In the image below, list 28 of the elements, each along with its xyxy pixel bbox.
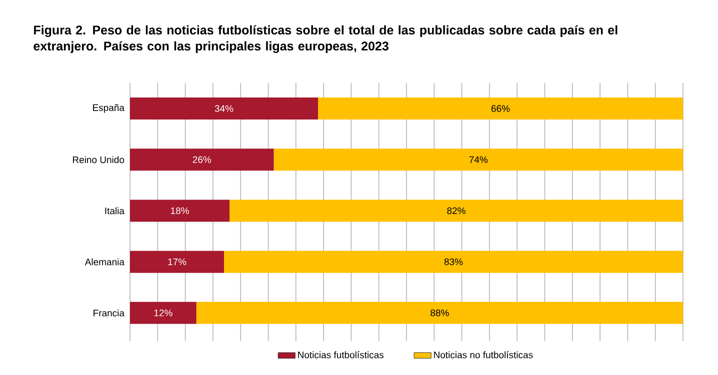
bar xyxy=(130,302,196,324)
bar xyxy=(224,250,684,273)
data-label: 88% xyxy=(430,310,449,316)
y-tick-label: Alemania xyxy=(84,258,124,266)
y-tick-label: Reino Unido xyxy=(72,156,124,164)
bar xyxy=(130,98,318,120)
data-label: 17% xyxy=(168,258,186,266)
data-label: 74% xyxy=(469,156,488,163)
data-label: 83% xyxy=(444,258,463,266)
y-tick-label: Francia xyxy=(94,309,124,316)
data-label: 26% xyxy=(192,156,212,163)
data-label: 12% xyxy=(154,310,172,316)
data-label: 82% xyxy=(447,207,466,214)
bar xyxy=(130,250,224,273)
data-label: 66% xyxy=(491,105,510,112)
legend-label: Noticias no futbolísticas xyxy=(434,351,533,358)
legend-label: Noticias futbolísticas xyxy=(298,351,384,358)
data-label: 18% xyxy=(170,207,189,214)
bar xyxy=(130,200,230,222)
bar xyxy=(230,200,684,222)
bar xyxy=(318,98,684,120)
bar xyxy=(274,148,684,171)
chart-title: Figura 2. Peso de las noticias futbolísticas sobre el total de las publicadas sobre cada país en el extranjero. Países con las principales ligas europeas, 2023 xyxy=(34,25,618,54)
y-tick-label: España xyxy=(93,104,124,113)
bar xyxy=(196,302,684,324)
data-label: 34% xyxy=(214,105,234,112)
y-tick-label: Italia xyxy=(105,207,124,214)
bar xyxy=(130,148,274,171)
